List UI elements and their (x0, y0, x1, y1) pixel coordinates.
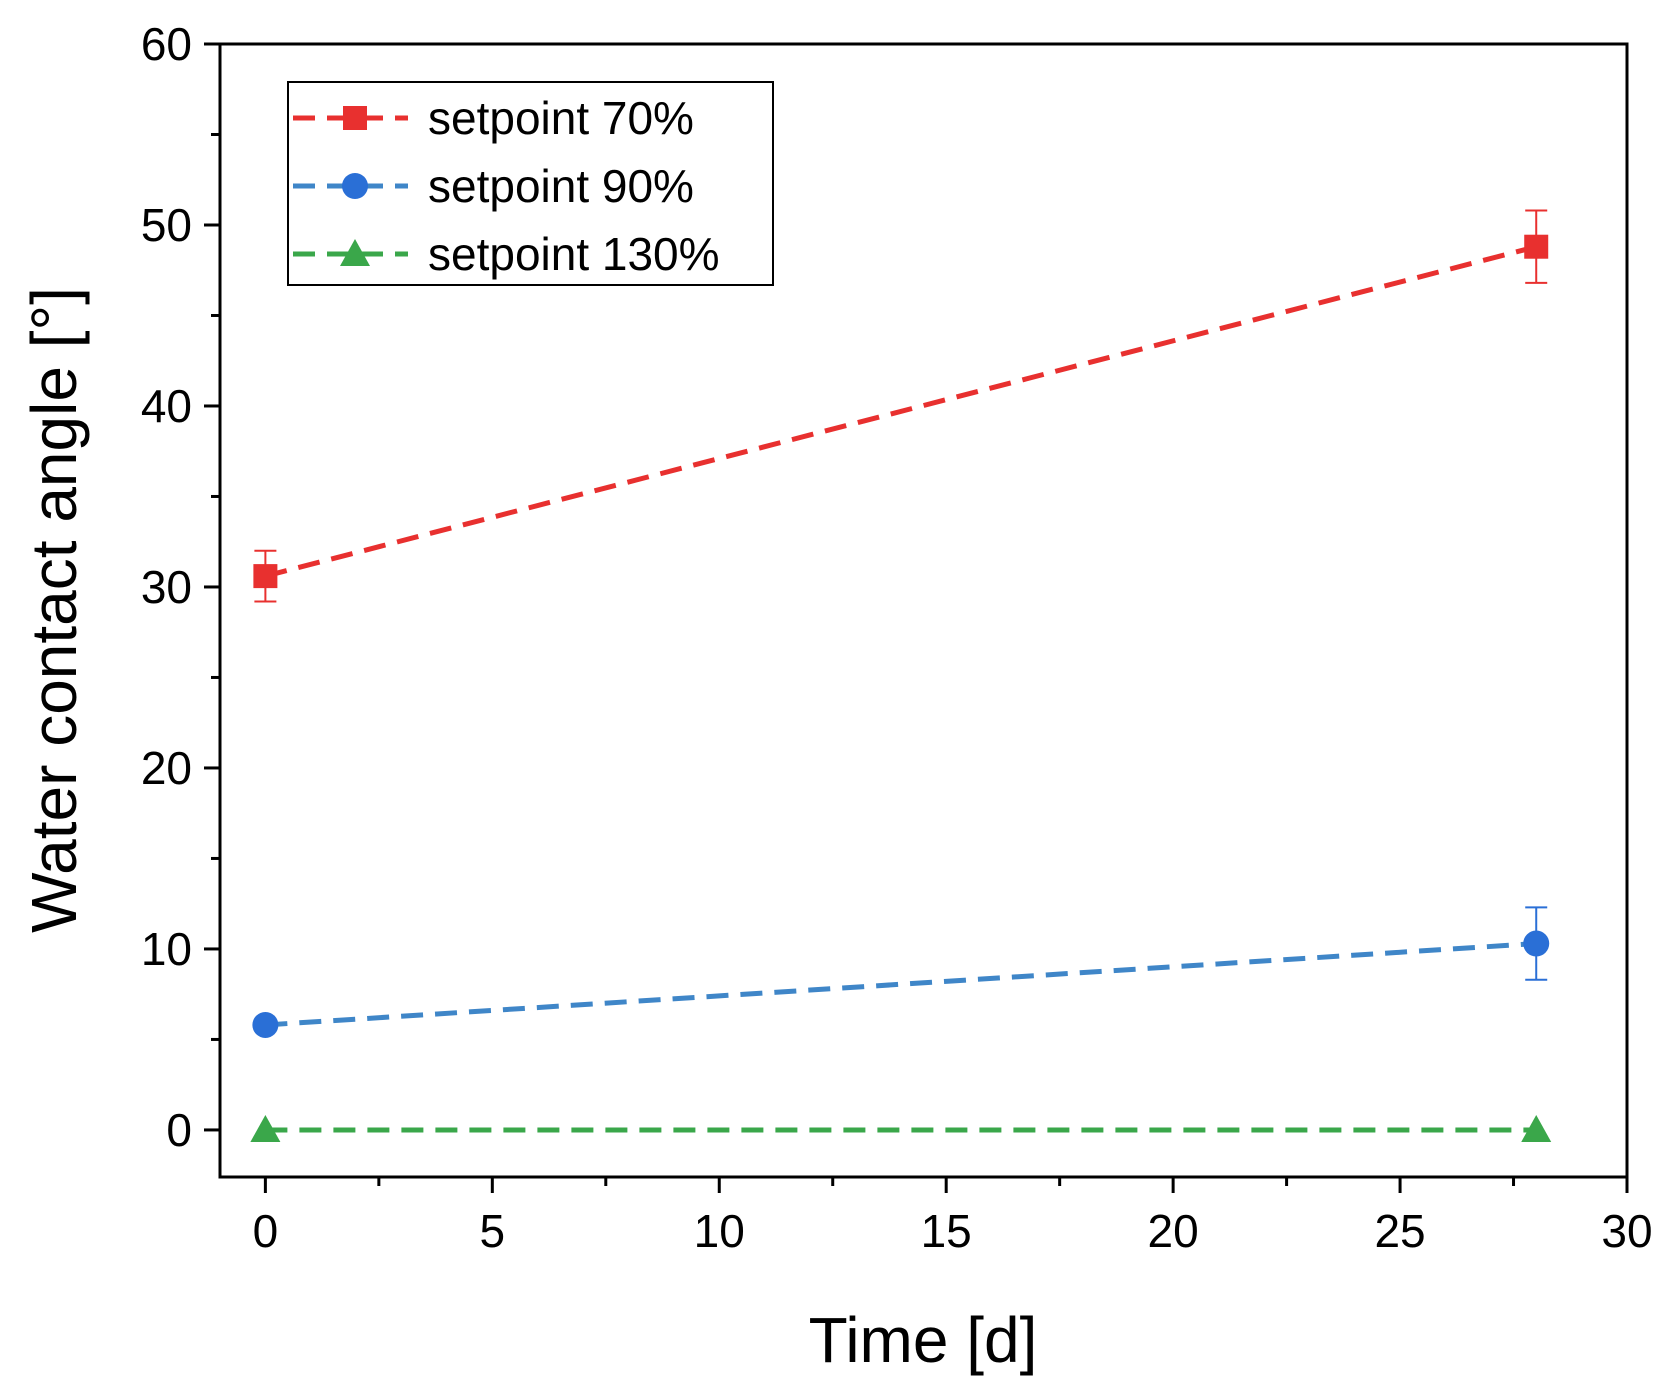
data-point (1524, 234, 1549, 259)
data-point (253, 564, 278, 589)
x-tick-label: 5 (480, 1205, 506, 1257)
data-point (252, 1011, 279, 1038)
x-tick-label: 25 (1374, 1205, 1425, 1257)
y-tick-label: 50 (141, 199, 192, 251)
y-tick-label: 40 (141, 380, 192, 432)
y-tick-label: 60 (141, 18, 192, 70)
series-circle (252, 906, 1550, 1038)
x-tick-label: 0 (253, 1205, 279, 1257)
tick-labels: 0 5 10 15 20 25 30 0 10 20 30 40 50 60 (141, 18, 1653, 1257)
legend-marker (343, 106, 367, 130)
data-point (1523, 930, 1550, 957)
series-line (264, 244, 1537, 579)
legend-label: setpoint 90% (428, 160, 694, 212)
data-point (1521, 1114, 1552, 1142)
y-tick-label: 0 (166, 1104, 192, 1156)
legend: setpoint 70% setpoint 90% setpoint 130% (287, 81, 774, 286)
legend-entry: setpoint 70% (293, 92, 694, 144)
legend-entry: setpoint 130% (293, 228, 720, 280)
legend-label: setpoint 70% (428, 92, 694, 144)
y-tick-label: 10 (141, 923, 192, 975)
y-axis-title: Water contact angle [°] (18, 287, 90, 933)
x-tick-label: 10 (694, 1205, 745, 1257)
axis-ticks (204, 42, 1629, 1193)
legend-entry: setpoint 90% (293, 160, 694, 212)
legend-marker (340, 239, 370, 266)
series-layer (250, 209, 1552, 1142)
y-tick-label: 30 (141, 561, 192, 613)
plot-frame (218, 42, 1629, 1179)
x-axis-title: Time [d] (809, 1304, 1038, 1376)
data-point (250, 1114, 281, 1142)
x-tick-label: 15 (921, 1205, 972, 1257)
series-triangle (250, 1114, 1552, 1142)
x-tick-label: 30 (1601, 1205, 1652, 1257)
y-tick-label: 20 (141, 742, 192, 794)
legend-label: setpoint 130% (428, 228, 720, 280)
series-square (253, 209, 1549, 603)
series-line (265, 941, 1537, 1028)
x-tick-label: 20 (1148, 1205, 1199, 1257)
legend-marker (342, 173, 368, 199)
legend-entries: setpoint 70% setpoint 90% setpoint 130% (293, 92, 720, 280)
